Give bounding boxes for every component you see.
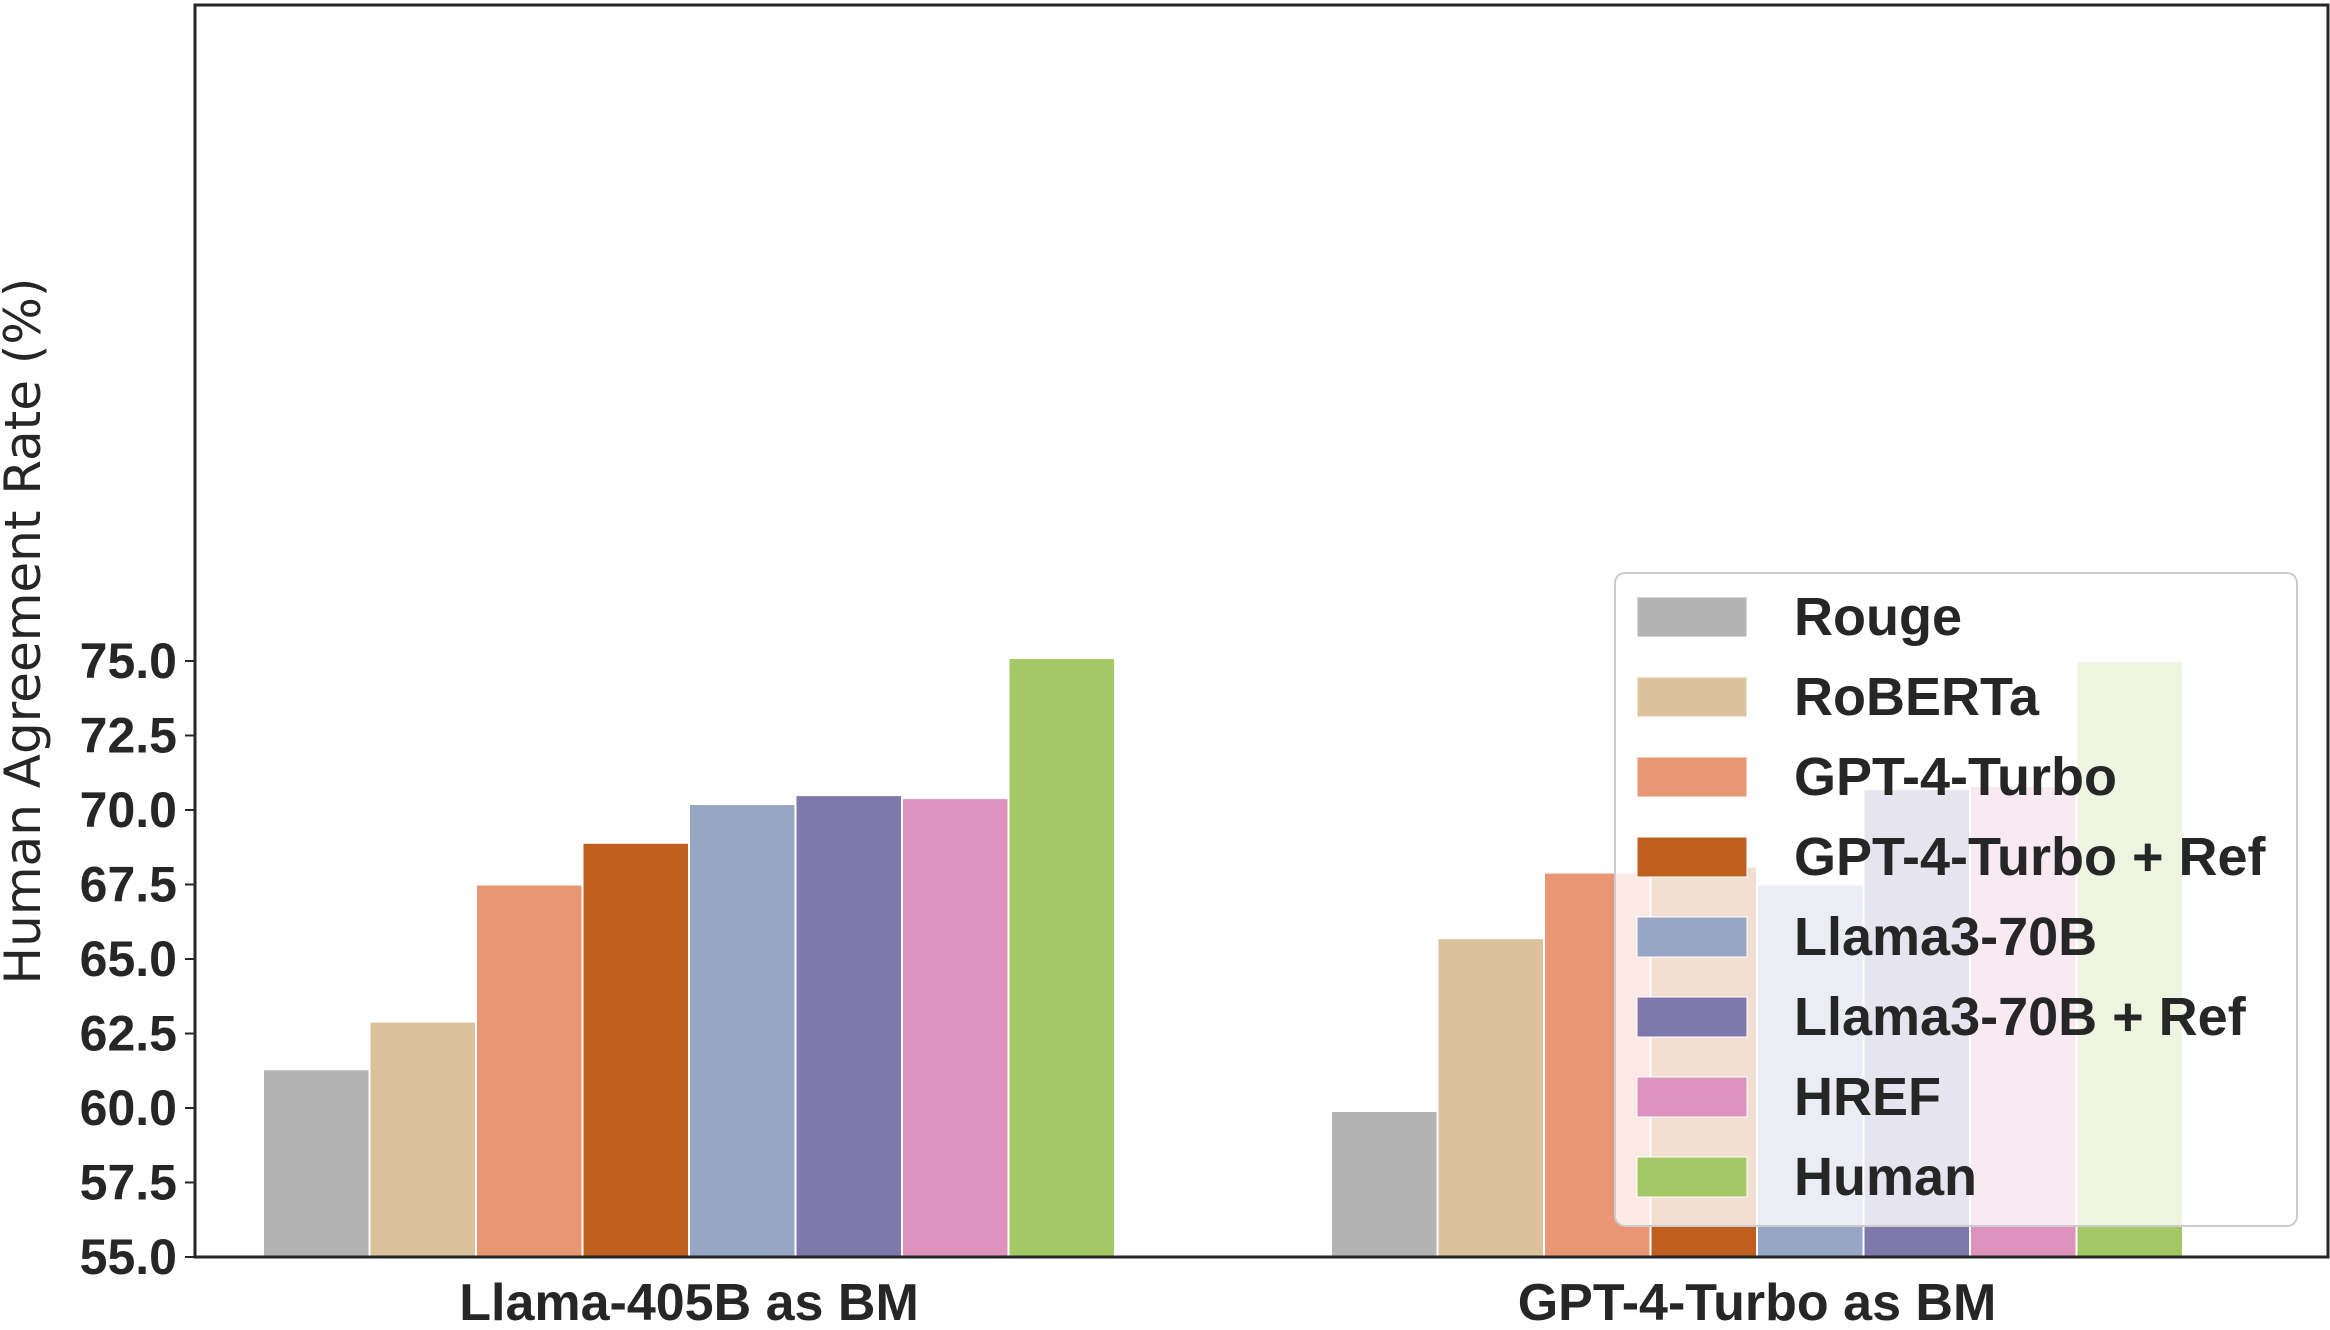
legend-label: RoBERTa [1794,667,2040,727]
legend-box [1614,572,2298,1227]
bar-roberta-0 [368,1020,477,1259]
bar-gpt-4-turbo-0 [475,883,584,1258]
bar-roberta-1 [1436,937,1545,1258]
y-tick-label: 65.0 [80,931,177,987]
y-tick-label: 62.5 [80,1006,177,1062]
bar-llama3-70b-0 [688,803,797,1258]
legend-swatch [1636,676,1748,718]
y-tick-label: 75.0 [80,633,177,689]
x-category-label: GPT-4-Turbo as BM [1518,1274,1997,1330]
legend-swatch [1636,996,1748,1038]
y-axis-title: Human Agreement Rate (%) [0,278,52,985]
legend-label: Rouge [1794,587,1962,647]
legend-swatch [1636,756,1748,798]
x-axis-labels: Llama-405B as BM GPT-4-Turbo as BM [459,1274,1996,1330]
legend-swatch [1636,916,1748,958]
legend: Rouge RoBERTa GPT-4-Turbo GPT-4-Turbo + Ref… [1614,572,2298,1227]
bar-href-0 [901,797,1010,1259]
bar-llama3-70b-ref-0 [794,794,903,1258]
legend-swatch [1636,1156,1748,1198]
legend-label: Llama3-70B [1794,907,2097,967]
legend-label: GPT-4-Turbo + Ref [1794,827,2267,887]
bar-human-0 [1007,657,1116,1258]
legend-swatch [1636,596,1748,638]
legend-label: HREF [1794,1067,1941,1127]
y-tick-label: 57.5 [80,1155,177,1211]
y-tick-label: 67.5 [80,857,177,913]
y-tick-label: 55.0 [80,1229,177,1285]
legend-swatch [1636,1076,1748,1118]
bar-gpt-4-turbo-ref-0 [581,841,690,1259]
legend-swatch [1636,836,1748,878]
y-tick-label: 72.5 [80,708,177,764]
legend-label: GPT-4-Turbo [1794,747,2117,807]
y-tick-label: 60.0 [80,1080,177,1136]
legend-label: Llama3-70B + Ref [1794,987,2247,1047]
bar-rouge-0 [262,1068,371,1259]
legend-label: Human [1794,1147,1977,1207]
bar-rouge-1 [1330,1109,1439,1258]
plot-frame [193,3,2330,1259]
y-axis-ticks: 55.0 57.5 60.0 62.5 65.0 67.5 70.0 72.5 75.0 [80,633,195,1285]
x-category-label: Llama-405B as BM [459,1274,919,1330]
y-tick-label: 70.0 [80,782,177,838]
